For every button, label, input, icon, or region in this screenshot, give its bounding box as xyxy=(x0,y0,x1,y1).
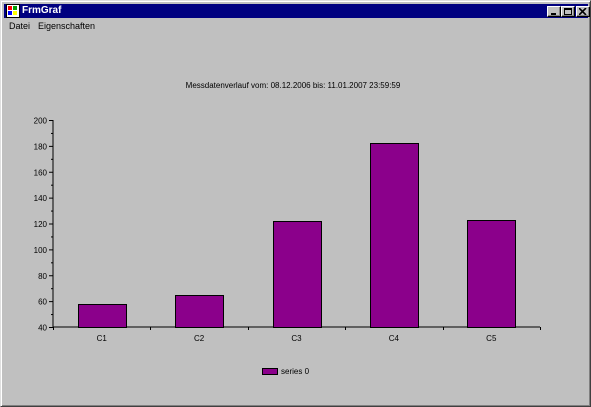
x-tick-label: C5 xyxy=(486,334,497,343)
close-button[interactable] xyxy=(576,6,590,17)
x-tick-label: C2 xyxy=(194,334,205,343)
menu-eigenschaften[interactable]: Eigenschaften xyxy=(38,21,96,31)
y-tick-label: 100 xyxy=(34,246,48,255)
bar-c3 xyxy=(273,221,322,328)
x-tick-label: C3 xyxy=(291,334,302,343)
title-bar[interactable]: FrmGraf xyxy=(4,4,590,18)
y-tick-label: 140 xyxy=(34,194,48,203)
bar-c5 xyxy=(467,220,516,328)
y-tick-label: 160 xyxy=(34,168,48,177)
window-title: FrmGraf xyxy=(22,5,62,16)
y-tick-label: 200 xyxy=(34,117,48,126)
bar-c1 xyxy=(78,304,127,328)
maximize-icon xyxy=(564,8,572,15)
x-tick-label: C4 xyxy=(389,334,400,343)
app-icon[interactable] xyxy=(6,4,20,18)
menu-bar: Datei Eigenschaften xyxy=(4,19,588,34)
chart-title: Messdatenverlauf vom: 08.12.2006 bis: 11… xyxy=(185,81,401,90)
y-tick-label: 80 xyxy=(38,272,47,281)
y-tick-label: 40 xyxy=(38,324,47,333)
y-tick-label: 180 xyxy=(34,142,48,151)
bar-c2 xyxy=(175,295,224,328)
minimize-button[interactable] xyxy=(547,6,561,17)
close-icon xyxy=(579,8,587,15)
menu-datei[interactable]: Datei xyxy=(9,21,31,31)
legend-swatch xyxy=(262,368,278,375)
bar-c4 xyxy=(370,143,419,328)
x-tick-label: C1 xyxy=(97,334,108,343)
y-tick-label: 60 xyxy=(38,298,47,307)
y-tick-label: 120 xyxy=(34,220,48,229)
legend-label: series 0 xyxy=(281,367,310,376)
minimize-icon xyxy=(551,13,556,15)
maximize-button[interactable] xyxy=(561,6,575,17)
